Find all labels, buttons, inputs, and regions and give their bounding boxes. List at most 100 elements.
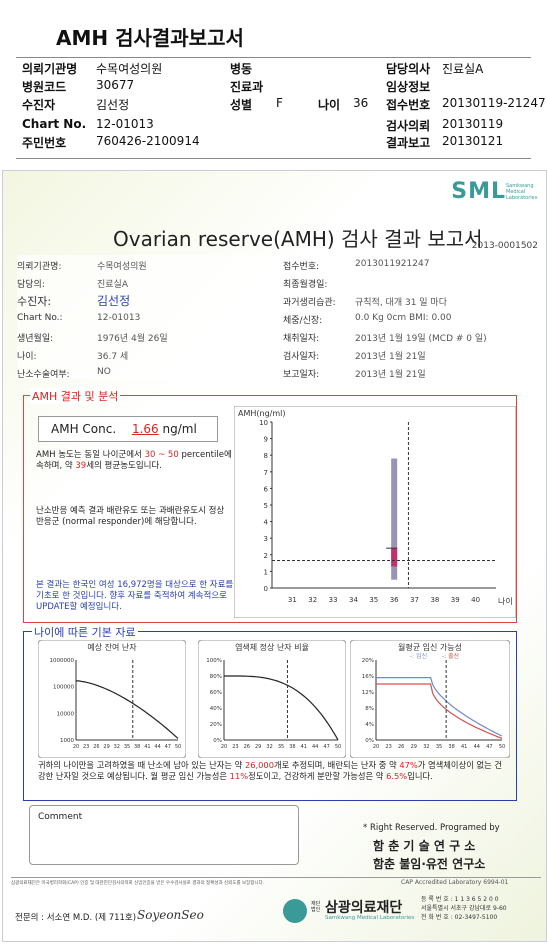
y-tick-label: 9	[264, 436, 268, 444]
y-tick-label: 100000	[53, 685, 74, 691]
info-label: 접수번호:	[283, 262, 320, 272]
header-value: 12-01013	[96, 117, 154, 131]
report-number: 2013-0001502	[471, 241, 538, 251]
header-label: 수진자	[22, 98, 56, 112]
y-tick-label: 80%	[210, 674, 222, 680]
comment-label: Comment	[38, 812, 83, 822]
x-tick-label: 38	[134, 744, 140, 750]
header-value: 김선정	[96, 98, 130, 112]
y-tick-label: 6	[264, 485, 269, 493]
info-value: 수목여성의원	[97, 262, 147, 272]
header-value: 20130119	[442, 117, 504, 131]
info-label: 의뢰기관명:	[17, 262, 62, 272]
x-tick-label: 44	[312, 744, 318, 750]
x-tick-label: 44	[154, 744, 160, 750]
x-tick-label: 26	[93, 744, 99, 750]
x-tick-label: 23	[385, 744, 391, 750]
chart-frame	[234, 406, 516, 618]
curve-line	[376, 677, 503, 737]
x-tick-label: 50	[335, 744, 341, 750]
header-label: 진료과	[230, 80, 264, 94]
x-tick-label: 37	[410, 596, 419, 604]
foundation-contact: 등 록 번 호 : 1 1 3 6 5 2 0 0 서울특별시 서초구 강남대로…	[421, 896, 507, 921]
amh-conc-label: AMH Conc.	[51, 422, 117, 436]
y-tick-label: 7	[264, 469, 268, 477]
header-label: Chart No.	[22, 117, 87, 131]
info-label: 난소수술여부:	[17, 370, 70, 380]
header-value: 진료실A	[442, 62, 484, 76]
x-tick-label: 38	[289, 744, 295, 750]
info-label: 최종월경일:	[283, 280, 328, 290]
header-value: 36	[353, 96, 369, 110]
x-tick-label: 35	[436, 744, 442, 750]
info-value: 1976년 4월 26일	[97, 334, 168, 344]
y-tick-label: 1	[264, 568, 268, 576]
x-tick-label: 20	[373, 744, 379, 750]
basic-summary-text: 귀하의 나이만을 고려하였을 때 난소에 남아 있는 난자는 약 26,000개…	[38, 760, 503, 781]
header-label: 임상정보	[386, 80, 431, 94]
y-tick-label: 20%	[210, 722, 222, 728]
x-tick-label: 39	[451, 596, 460, 604]
x-tick-label: 40	[471, 596, 480, 604]
sml-logo-subtitle: Samkwang Medical Laboratories	[506, 183, 538, 201]
y-tick-label: 4	[264, 519, 269, 527]
chart-frame	[38, 640, 186, 758]
y-tick-label: 0%	[365, 738, 374, 744]
x-tick-label: 32	[423, 744, 429, 750]
header-value: F	[276, 96, 283, 110]
amh-conc-box: AMH Conc. 1.66 ng/ml	[38, 416, 218, 442]
info-label: 보고일자:	[283, 370, 320, 380]
amh-percentile-text: AMH 농도는 동일 나이군에서 30 ~ 50 percentile에 속하며…	[36, 450, 232, 471]
header-value: 20130119-21247	[442, 96, 546, 110]
x-tick-label: 20	[221, 744, 227, 750]
x-tick-label: 29	[411, 744, 417, 750]
amh-section-title: AMH 결과 및 분석	[30, 388, 121, 404]
y-tick-label: 0%	[213, 738, 222, 744]
header-label: 병동	[230, 62, 253, 76]
y-tick-label: 8%	[365, 706, 374, 712]
x-tick-label: 26	[244, 744, 250, 750]
curve-line	[376, 683, 503, 739]
info-label: 과거생리습관:	[283, 298, 336, 308]
info-label: 채취일자:	[283, 334, 320, 344]
info-label: 담당의:	[17, 280, 45, 290]
patient-info: 의뢰기관명: 수목여성의원 담당의: 진료실A 수진자: 김선정 Chart No.: 12-…	[17, 255, 531, 380]
y-tick-label: 40%	[210, 706, 222, 712]
chart-frame	[198, 640, 346, 758]
basic-data-section: 나이에 따른 기본 자료 예상 잔여 난자 1000000 100000 10000 1…	[23, 624, 517, 801]
info-label: 검사일자:	[283, 352, 320, 362]
x-tick-label: 44	[474, 744, 480, 750]
x-tick-label: 41	[144, 744, 150, 750]
x-tick-label: 35	[124, 744, 130, 750]
y-tick-label: 3	[264, 535, 268, 543]
amh-conc-unit: ng/ml	[162, 422, 197, 436]
info-value: 2013년 1월 19일 (MCD # 0 일)	[355, 334, 487, 344]
signature: SoyeonSeo	[137, 908, 204, 922]
y-tick-label: 1000000	[50, 658, 75, 664]
header-value: 760426-2100914	[96, 134, 200, 148]
x-tick-label: 20	[73, 744, 79, 750]
amh-data-note: 본 결과는 한국인 여성 16,972명을 대상으로 한 자료를 기초로 한 것…	[36, 580, 234, 612]
info-value: 진료실A	[97, 280, 128, 290]
x-tick-label: 32	[114, 744, 120, 750]
report-document: SML Samkwang Medical Laboratories Ovaria…	[2, 170, 547, 942]
x-tick-label: 35	[278, 744, 284, 750]
y-tick-label: 16%	[362, 674, 374, 680]
info-value: 2013년 1월 21일	[355, 352, 426, 362]
x-tick-label: 38	[430, 596, 439, 604]
info-label: Chart No.:	[17, 313, 63, 323]
info-value: NO	[97, 367, 111, 377]
info-value: 2013011921247	[355, 259, 430, 269]
info-label: 나이:	[17, 352, 37, 362]
x-tick-label: 32	[266, 744, 272, 750]
pregnancy-chart: 월평균 임신 가능성 20% 16% 12% 8% 4% 0%20 23 26 29 32 35 38 4…	[350, 640, 510, 758]
lab-name-2: 함춘 불임·유전 연구소	[373, 857, 486, 871]
y-tick-label: 1000	[60, 738, 74, 744]
y-tick-label: 10000	[57, 711, 75, 717]
y-tick-label: 20%	[362, 658, 374, 664]
certification-note: 삼광의료재단은 미국병리학회(CAP) 인증 및 대한진단검사의학회 신임인증을…	[11, 881, 265, 886]
header-label: 담당의사	[386, 62, 431, 76]
x-tick-label: 29	[255, 744, 261, 750]
iqr-box	[391, 548, 398, 567]
x-tick-label: 47	[323, 744, 329, 750]
